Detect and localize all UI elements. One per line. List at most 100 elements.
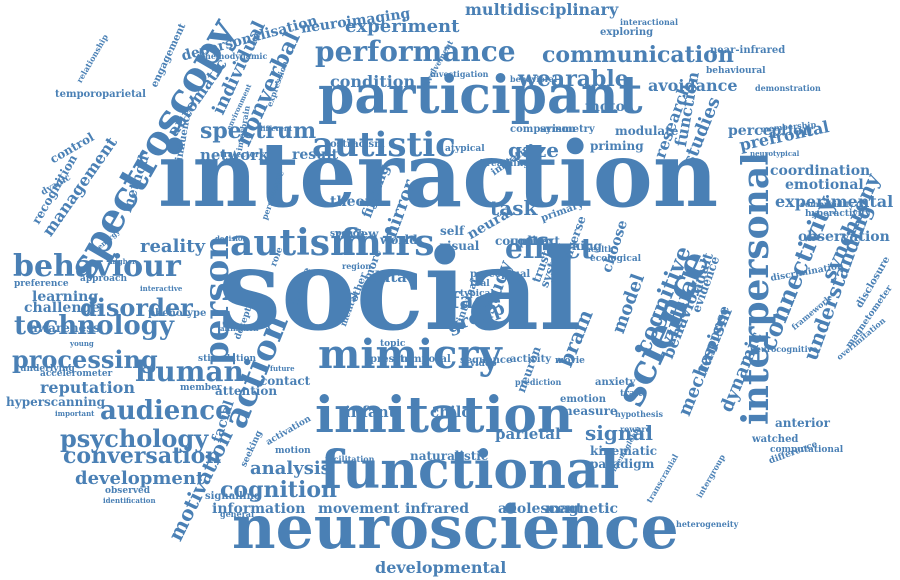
cloud-word-young: young — [70, 339, 94, 348]
cloud-word-accelerometer: accelerometer — [40, 369, 113, 379]
cloud-word-trajectory: trajectory — [220, 149, 264, 159]
cloud-word-anxiety: anxiety — [595, 377, 636, 388]
cloud-word-temporoparietal: temporoparietal — [55, 89, 146, 100]
cloud-word-kinematic: kinematic — [590, 444, 658, 458]
cloud-word-autism: autism — [230, 222, 369, 264]
cloud-word-neurocognitive: neurocognitive — [750, 344, 818, 354]
cloud-word-signal: signal — [585, 421, 653, 445]
cloud-word-present: present — [370, 354, 413, 365]
cloud-word-parietal: parietal — [495, 425, 561, 443]
cloud-word-person: person — [197, 235, 237, 365]
cloud-word-child: child — [430, 403, 472, 421]
cloud-word-comparison: comparison — [510, 124, 576, 135]
cloud-word-result: result — [292, 147, 339, 163]
cloud-word-trait: trait — [620, 389, 643, 399]
cloud-word-emotion: emotion — [560, 394, 606, 405]
cloud-word-disorder: disorder — [80, 293, 193, 322]
cloud-word-decision: decision — [215, 234, 248, 243]
cloud-word-video: video — [470, 359, 497, 369]
cloud-word-investigation: investigation — [430, 69, 489, 79]
cloud-word-health: health — [585, 244, 614, 254]
cloud-word-context: context — [510, 234, 560, 248]
cloud-word-relationship: relationship — [74, 32, 110, 85]
cloud-word-information: information — [212, 501, 306, 517]
cloud-word-watched: watched — [752, 434, 799, 445]
cloud-word-hyperscanning: hyperscanning — [6, 395, 106, 409]
cloud-word-region: region — [342, 261, 372, 271]
cloud-word-approach: approach — [80, 274, 128, 284]
cloud-word-intergroup: intergroup — [694, 452, 728, 500]
cloud-word-comorbidity: comorbidity — [800, 199, 854, 209]
cloud-word-member: member — [180, 383, 222, 393]
cloud-word-observation: observation — [798, 229, 890, 245]
cloud-word-coupling: coupling — [495, 234, 554, 248]
cloud-word-affiliation: affiliation — [220, 324, 259, 333]
cloud-word-facilitation: facilitation — [325, 454, 375, 464]
cloud-word-spectrum: spectrum — [200, 118, 317, 144]
cloud-word-computational: computational — [770, 445, 844, 455]
cloud-word-underlying: underlying — [20, 364, 75, 374]
cloud-word-task: task — [490, 196, 538, 220]
cloud-word-modulate: modulate — [615, 124, 679, 138]
cloud-word-adolescent: adolescent — [498, 501, 583, 517]
cloud-word-reality: reality — [140, 236, 206, 257]
cloud-word-gaze: gaze — [508, 138, 560, 162]
cloud-word-priming: priming — [590, 139, 644, 153]
cloud-word-measure: measure — [560, 404, 618, 418]
cloud-word-hyperactivity: hyperactivity — [805, 209, 871, 219]
cloud-word-wearable: wearable — [518, 66, 629, 92]
cloud-word-infrared: infrared — [405, 501, 470, 517]
cloud-word-behavioural: behavioural — [706, 66, 766, 76]
cloud-word-demonstration: demonstration — [755, 83, 821, 93]
cloud-word-topic: topic — [380, 339, 406, 349]
cloud-word-hypothesis: hypothesis — [615, 409, 664, 419]
cloud-word-technology: technology — [14, 311, 175, 341]
cloud-word-heterogeneity: heterogeneity — [676, 519, 739, 529]
cloud-word-performance: performance — [315, 35, 516, 68]
cloud-word-perception: perception — [728, 123, 813, 139]
cloud-word-challenge: challenge — [24, 300, 101, 316]
cloud-word-developmental: developmental — [375, 558, 507, 577]
cloud-word-audience: audience — [100, 396, 232, 426]
cloud-word-condition: condition — [330, 72, 416, 91]
cloud-word-sequence: sequence — [460, 355, 513, 366]
cloud-word-behaviour: behaviour — [13, 249, 181, 284]
cloud-word-temporal: temporal — [400, 354, 451, 365]
cloud-word-naturalistic: naturalistic — [410, 449, 489, 463]
cloud-word-reward: reward — [620, 424, 652, 434]
cloud-word-attention: attention — [215, 384, 278, 398]
cloud-word-general: general — [220, 509, 255, 519]
cloud-word-magnetic: magnetic — [545, 501, 619, 517]
cloud-word-breathing: breathing — [480, 159, 530, 169]
cloud-word-behavioral: behavioral — [510, 74, 558, 84]
cloud-word-social: social — [218, 225, 582, 356]
cloud-word-motor: motor — [585, 99, 633, 115]
cloud-word-imitation: imitation — [315, 385, 574, 444]
cloud-word-self: self — [440, 224, 465, 238]
cloud-word-preference: preference — [14, 279, 69, 289]
cloud-word-interactive: interactive — [140, 284, 183, 293]
cloud-word-phenotype: phenotype — [148, 308, 207, 319]
cloud-word-tracking: tracking — [545, 239, 602, 253]
cloud-word-emotional: emotional — [785, 177, 864, 193]
cloud-word-data: data — [370, 268, 407, 286]
cloud-word-avoidance: avoidance — [648, 76, 738, 95]
cloud-word-human: human — [135, 355, 244, 388]
cloud-word-face: face — [450, 288, 502, 314]
cloud-word-movie: movie — [555, 356, 585, 366]
cloud-word-future: future — [270, 364, 295, 373]
cloud-word-perceptual: perceptual — [470, 269, 531, 280]
cloud-word-motion: motion — [275, 446, 311, 456]
cloud-word-experimental: experimental — [775, 192, 894, 211]
cloud-word-cognition: cognition — [220, 477, 337, 503]
cloud-word-neuroscience: neuroscience — [232, 493, 679, 563]
cloud-word-movement: movement — [318, 501, 400, 517]
cloud-word-coordination: coordination — [770, 163, 871, 179]
cloud-word-psychology: psychology — [60, 424, 209, 453]
cloud-word-world: world — [380, 233, 418, 247]
cloud-word-participant: participant — [318, 65, 643, 126]
cloud-word-infant: infant — [345, 403, 396, 421]
cloud-word-prediction: prediction — [515, 377, 562, 387]
cloud-word-exploring: exploring — [600, 27, 654, 38]
cloud-word-observed: observed — [105, 486, 151, 496]
